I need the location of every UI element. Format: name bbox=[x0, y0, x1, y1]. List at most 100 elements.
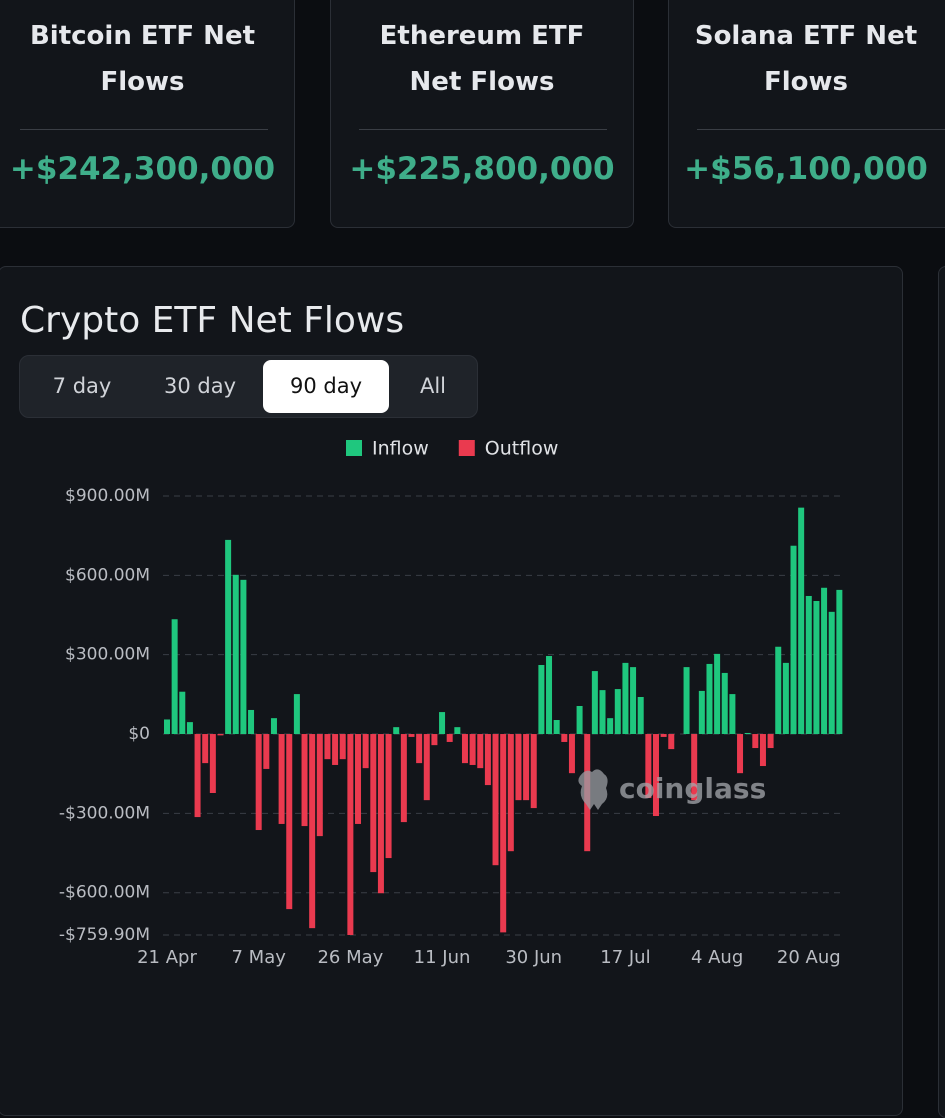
tab[interactable]: All bbox=[419, 374, 447, 398]
bar bbox=[209, 734, 216, 794]
watermark-text: coinglass bbox=[619, 772, 766, 805]
bar bbox=[767, 734, 774, 749]
bar bbox=[431, 734, 438, 746]
bar bbox=[339, 734, 346, 760]
card-value: +$242,300,000 bbox=[9, 151, 276, 187]
bar bbox=[538, 664, 545, 735]
bar bbox=[202, 734, 209, 764]
card-title: Ethereum ETF Net Flows bbox=[331, 13, 633, 105]
y-tick-label: -$600.00M bbox=[59, 883, 150, 903]
bar bbox=[270, 718, 277, 735]
divider bbox=[359, 129, 607, 130]
bar bbox=[355, 734, 362, 824]
bar bbox=[416, 734, 423, 764]
x-tick-label: 26 May bbox=[317, 947, 383, 968]
bar bbox=[500, 734, 507, 933]
bar bbox=[515, 734, 522, 801]
bar bbox=[461, 734, 468, 764]
bar bbox=[775, 646, 782, 735]
bar bbox=[400, 734, 407, 823]
bar bbox=[347, 734, 354, 935]
bar bbox=[706, 663, 713, 735]
card-title: Bitcoin ETF Net Flows bbox=[0, 13, 294, 105]
card-title: Solana ETF Net Flows bbox=[669, 13, 943, 105]
bar bbox=[568, 734, 575, 774]
bar bbox=[683, 667, 690, 735]
x-tick-label: 7 May bbox=[231, 947, 286, 968]
bar bbox=[698, 690, 705, 735]
bar bbox=[836, 589, 843, 735]
x-tick-label: 17 Jul bbox=[600, 947, 650, 968]
y-tick-label: -$300.00M bbox=[59, 803, 150, 823]
bar bbox=[752, 734, 759, 749]
y-tick-label: -$759.90M bbox=[59, 925, 150, 945]
bar bbox=[484, 734, 491, 786]
y-tick-label: $600.00M bbox=[65, 565, 150, 585]
bar bbox=[630, 667, 637, 735]
card-title-text: Solana ETF Net Flows bbox=[694, 21, 918, 97]
bar bbox=[759, 734, 766, 767]
bar bbox=[622, 662, 629, 735]
watermark-icon bbox=[578, 769, 608, 810]
bar bbox=[232, 574, 239, 735]
x-tick-label: 30 Jun bbox=[505, 947, 562, 968]
bar bbox=[477, 734, 484, 769]
legend-swatch bbox=[458, 440, 475, 456]
card: Solana ETF Net Flows +$56,100,000 bbox=[668, 0, 945, 228]
bar bbox=[790, 545, 797, 735]
bar bbox=[362, 734, 369, 769]
bar bbox=[721, 672, 728, 735]
y-tick-label: $900.00M bbox=[65, 486, 150, 506]
bar bbox=[186, 722, 193, 735]
bar bbox=[599, 690, 606, 735]
bar bbox=[446, 734, 453, 742]
bar bbox=[645, 734, 652, 799]
bar bbox=[492, 734, 499, 866]
bar bbox=[332, 734, 339, 765]
bar bbox=[652, 734, 659, 817]
bar bbox=[821, 587, 828, 735]
bar bbox=[805, 595, 812, 735]
bar bbox=[179, 691, 186, 735]
bar bbox=[744, 732, 751, 735]
bar bbox=[798, 507, 805, 735]
card: Ethereum ETF Net Flows +$225,800,000 bbox=[330, 0, 634, 228]
bar bbox=[278, 734, 285, 824]
bar bbox=[729, 694, 736, 735]
bar bbox=[263, 734, 270, 769]
divider bbox=[697, 129, 945, 130]
legend-swatch bbox=[346, 440, 362, 456]
bar bbox=[423, 734, 430, 801]
bar bbox=[507, 734, 514, 852]
panel-title: Crypto ETF Net Flows bbox=[20, 300, 405, 341]
tab[interactable]: 7 day bbox=[52, 374, 112, 398]
legend-label: Outflow bbox=[485, 438, 559, 460]
bar bbox=[454, 727, 461, 735]
tab[interactable]: 90 day bbox=[263, 360, 389, 413]
bar bbox=[324, 734, 331, 760]
x-tick-label: 11 Jun bbox=[414, 947, 471, 968]
bar bbox=[370, 734, 377, 873]
bar bbox=[377, 734, 384, 894]
bar bbox=[385, 734, 392, 859]
x-tick-label: 20 Aug bbox=[777, 947, 841, 968]
bar bbox=[248, 709, 255, 735]
bar bbox=[591, 671, 598, 735]
bar bbox=[164, 719, 170, 735]
bar bbox=[782, 662, 789, 735]
bar bbox=[637, 697, 644, 735]
bar bbox=[171, 619, 178, 735]
x-tick-label: 4 Aug bbox=[691, 947, 743, 968]
bar bbox=[217, 734, 224, 736]
bar bbox=[813, 600, 820, 735]
legend-label: Inflow bbox=[372, 438, 429, 460]
bar bbox=[553, 720, 560, 735]
tab[interactable]: 30 day bbox=[163, 374, 237, 398]
tab-bar: 7 day 30 day 90 day All bbox=[19, 355, 478, 418]
bar bbox=[286, 734, 293, 910]
bar bbox=[240, 579, 247, 735]
bar bbox=[523, 734, 530, 801]
card-value: +$56,100,000 bbox=[684, 151, 928, 187]
